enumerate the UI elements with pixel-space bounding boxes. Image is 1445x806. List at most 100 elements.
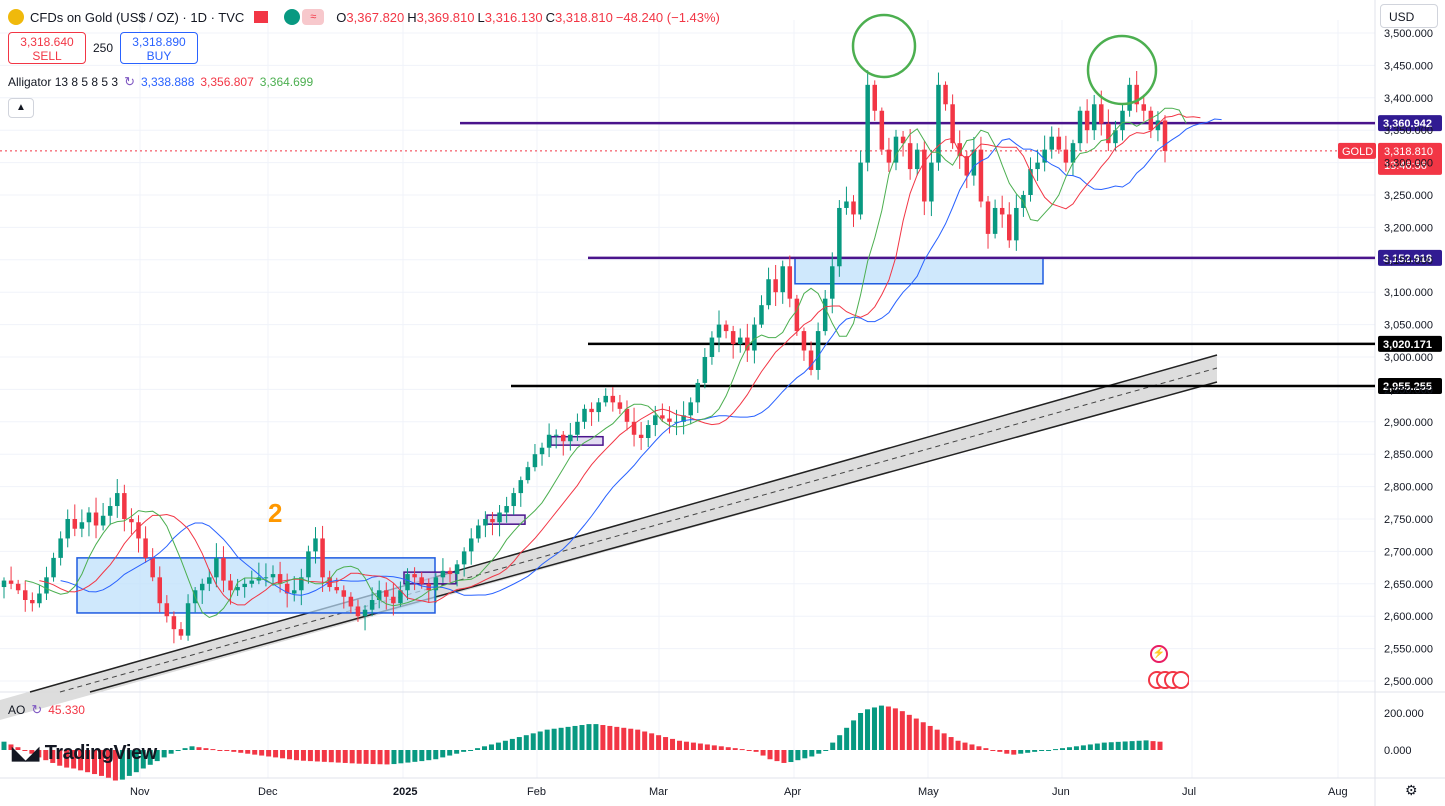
ao-bar	[795, 750, 801, 761]
sell-button[interactable]: 3,318.640 SELL	[8, 32, 86, 64]
channel-mid-line	[59, 367, 1218, 693]
ao-bar	[126, 750, 132, 776]
ao-bar	[997, 750, 1003, 752]
market-status-icon	[284, 9, 301, 25]
events-flags-icon[interactable]	[1147, 670, 1189, 690]
candle-body	[660, 415, 665, 419]
candle-body	[596, 402, 601, 413]
ao-bar	[1066, 747, 1072, 750]
price-axis-label: 2,700.000	[1384, 546, 1433, 558]
ao-bar	[670, 738, 676, 750]
tradingview-logo[interactable]: ◣◢ TradingView	[12, 742, 157, 765]
candle-body	[150, 557, 155, 578]
ao-bar	[1157, 741, 1163, 750]
ao-bar	[690, 742, 696, 750]
candle-body	[362, 609, 368, 617]
ao-bar	[175, 750, 181, 751]
candle-body	[433, 577, 439, 591]
candle-body	[561, 434, 566, 442]
ao-bar	[920, 722, 926, 750]
candle-body	[15, 583, 21, 591]
candle-body	[695, 382, 701, 403]
ao-bar	[899, 711, 905, 750]
candle-body	[497, 512, 502, 523]
ao-bar	[830, 742, 836, 750]
alligator-lips-value: 3,364.699	[259, 75, 314, 89]
price-axis-label: 3,100.000	[1384, 287, 1433, 299]
candle-body	[320, 538, 325, 578]
compare-icon[interactable]: ≈	[302, 9, 325, 25]
candle-body	[957, 143, 962, 157]
ao-bar	[607, 725, 613, 750]
candle-body	[511, 493, 516, 507]
candle-body	[100, 515, 106, 526]
candle-body	[348, 596, 354, 607]
ao-bar	[572, 725, 578, 750]
alligator-jaw-line	[60, 118, 1222, 596]
buy-button[interactable]: 3,318.890 BUY	[120, 32, 198, 64]
currency-select[interactable]: USD	[1380, 4, 1438, 28]
ao-bar	[1039, 750, 1045, 751]
ohlc-value: 3,367.820	[346, 9, 405, 25]
ao-bar	[934, 729, 940, 750]
candle-body	[872, 84, 877, 111]
candle-body	[999, 207, 1005, 215]
flag-icon[interactable]	[254, 11, 269, 23]
candle-body	[235, 587, 240, 591]
candle-body	[376, 590, 382, 600]
price-axis-label: 3,150.000	[1384, 255, 1433, 267]
candle-body	[922, 149, 927, 202]
candle-body	[157, 577, 162, 604]
last-price-label: 3,318.810	[1384, 146, 1433, 158]
candle-body	[858, 162, 863, 215]
candle-body	[270, 574, 276, 578]
ao-bar	[1115, 741, 1121, 750]
candle-body	[992, 207, 998, 234]
candle-body	[412, 574, 417, 578]
ao-bar	[217, 750, 223, 751]
ao-bar	[300, 750, 306, 761]
currency-label: USD	[1389, 10, 1415, 24]
ao-bar	[1011, 750, 1017, 755]
ohlc-value: −48.240 (−1.43%)	[615, 9, 720, 25]
price-axis-label: 3,400.000	[1384, 93, 1433, 105]
settings-gear-icon[interactable]: ⚙	[1405, 782, 1418, 798]
candle-body	[766, 279, 771, 306]
candle-body	[30, 600, 35, 604]
channel-lower-line	[89, 381, 1218, 693]
ao-bar	[732, 748, 738, 750]
candle-body	[86, 512, 92, 523]
candle-body	[985, 201, 991, 234]
ao-bar	[878, 705, 884, 750]
ao-bar	[927, 725, 933, 750]
candle-body	[1091, 104, 1097, 131]
ao-bar	[454, 750, 460, 754]
alligator-legend[interactable]: Alligator 13 8 5 8 5 3 ↻ 3,338.888 3,356…	[8, 74, 313, 90]
ao-bar	[426, 750, 432, 761]
gold-tag-label: GOLD	[1342, 146, 1373, 158]
candle-body	[638, 434, 644, 438]
ao-bar	[1136, 740, 1142, 750]
collapse-legend-button[interactable]: ▲	[8, 98, 34, 118]
loading-icon: ↻	[124, 74, 135, 89]
candle-body	[207, 577, 212, 584]
ao-bar	[962, 742, 968, 750]
candle-body	[122, 493, 127, 519]
ao-legend[interactable]: AO ↻ 45.330	[8, 702, 85, 718]
candle-body	[964, 156, 970, 176]
consolidation-box	[76, 557, 436, 614]
ao-bar	[461, 750, 467, 752]
symbol-title[interactable]: CFDs on Gold (US$ / OZ) · 1D · TVC	[30, 9, 245, 25]
ao-bar	[990, 750, 996, 751]
buy-price: 3,318.890	[132, 35, 186, 49]
ohlc-values: O3,367.820 H3,369.810 L3,316.130 C3,318.810…	[336, 10, 723, 25]
candle-body	[242, 583, 247, 588]
ao-bar	[363, 750, 369, 764]
candle-body	[37, 593, 42, 604]
price-axis-label: 3,000.000	[1384, 352, 1433, 364]
price-axis-label: 3,350.000	[1384, 125, 1433, 137]
ao-bar	[1025, 750, 1031, 753]
ao-bar	[252, 750, 258, 755]
lightning-event-icon[interactable]: ⚡	[1150, 645, 1168, 663]
